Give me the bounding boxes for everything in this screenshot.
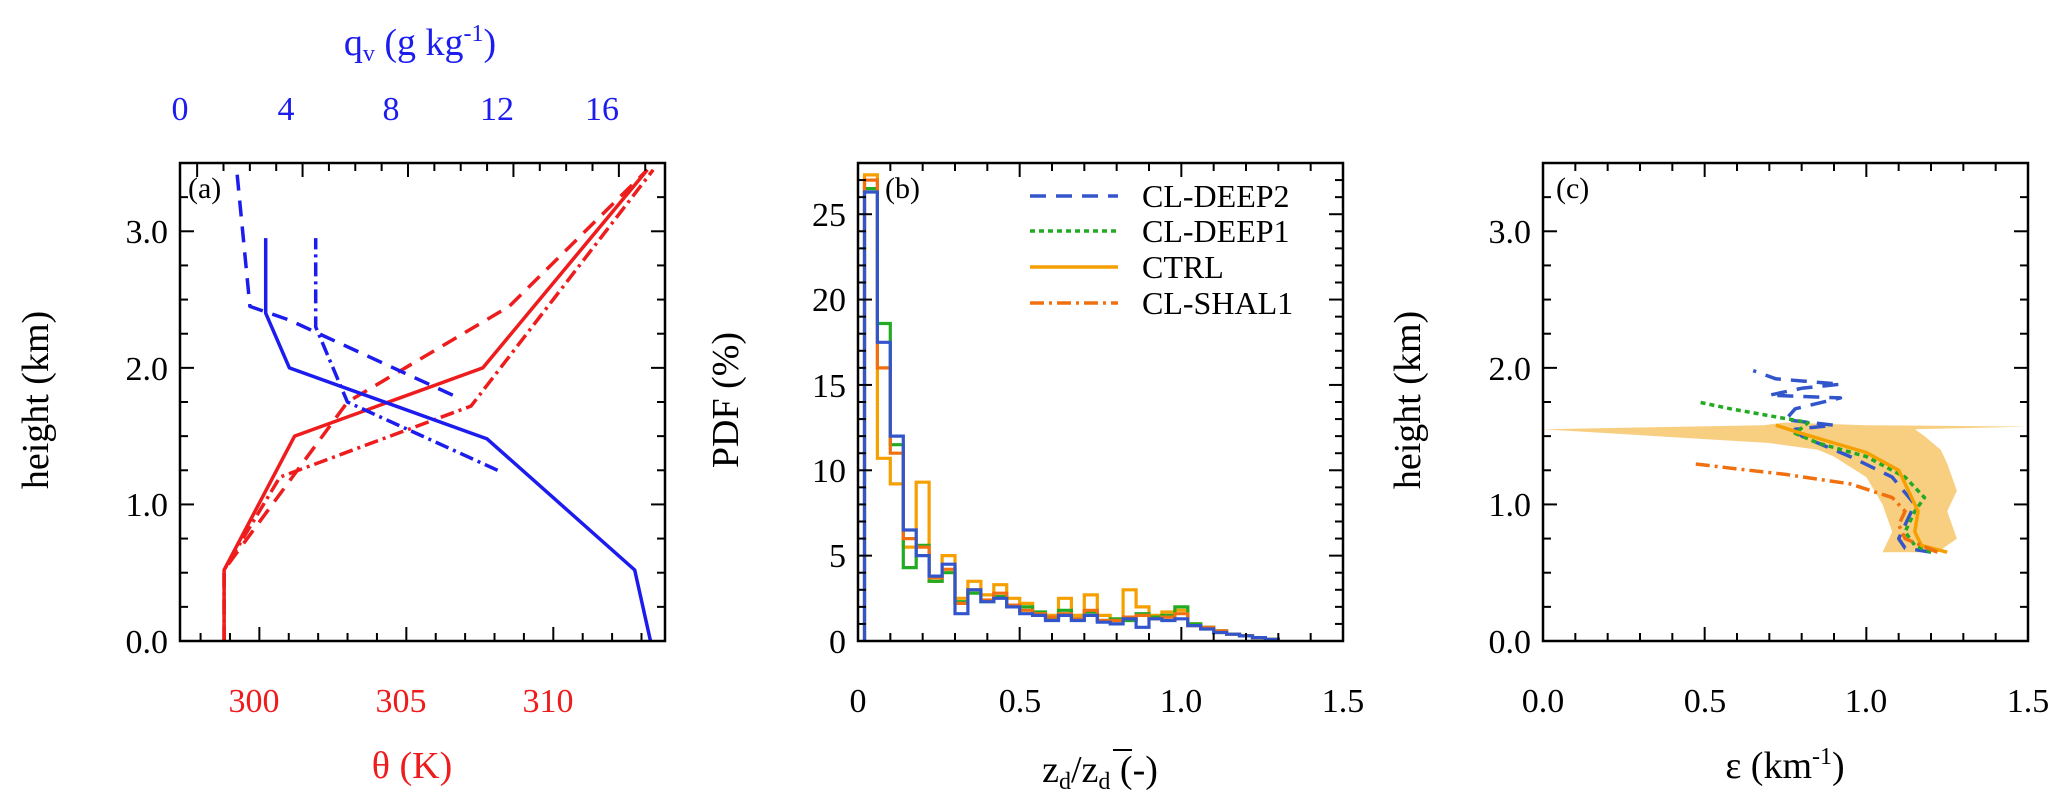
panel-a-xtick-label-top: 8 — [383, 91, 400, 128]
panel-c-line-cl-deep2 — [1752, 368, 1932, 554]
panel-a-xtick-label-bottom: 300 — [229, 683, 280, 720]
panel-b-ytick-label: 15 — [812, 368, 846, 405]
panel-a-line-4 — [234, 169, 454, 397]
panel-c-ytick-label: 1.0 — [1489, 487, 1532, 524]
panel-a-xtick-label-top: 0 — [172, 91, 189, 128]
panel-a-xlabel-top: qv (g kg-1) — [344, 21, 496, 67]
panel-a-ytick-label: 2.0 — [126, 351, 169, 388]
panel-a-xtick-label-bottom: 305 — [376, 683, 427, 720]
panel-a-label: (a) — [188, 172, 221, 205]
panel-c-xtick-label: 1.5 — [2007, 683, 2050, 720]
panel-a-ylabel: height (km) — [15, 311, 57, 489]
panel-a-line-5 — [313, 238, 499, 472]
panel-b-xtick-label: 0 — [850, 683, 867, 720]
panel-a-ytick-label: 1.0 — [126, 487, 169, 524]
panel-b-series — [862, 173, 1280, 641]
panel-a-line-1 — [222, 168, 649, 641]
panel-c: (c) 0.0 1.0 2.0 3.0 0.0 0.5 1.0 1.5 heig… — [1387, 161, 2050, 787]
panel-c-frame — [1541, 161, 2030, 643]
panel-a-series — [222, 168, 655, 642]
panel-b-xlabel: zd/zd (-) — [1042, 749, 1158, 795]
panel-b-xtick-label: 1.0 — [1160, 683, 1203, 720]
panel-a-line-0 — [222, 168, 649, 641]
panel-c-label: (c) — [1556, 172, 1589, 205]
panel-c-ticks — [1542, 162, 2029, 642]
panel-a-ticks — [180, 162, 665, 642]
legend-label-cl-deep1: CL-DEEP1 — [1142, 213, 1290, 249]
panel-b-legend: CL-DEEP2 CL-DEEP1 CTRL CL-SHAL1 — [1030, 178, 1293, 321]
panel-a-xtick-label-bottom: 310 — [523, 683, 574, 720]
panel-a-xtick-label-top: 4 — [278, 91, 295, 128]
panel-c-line-cl-shal1 — [1691, 461, 1939, 554]
panel-a-line-3 — [263, 238, 653, 642]
panel-c-ytick-label: 0.0 — [1489, 624, 1532, 661]
panel-c-line-cl-deep1 — [1697, 400, 1932, 554]
panel-a-ytick-label: 3.0 — [126, 214, 169, 251]
panel-c-ytick-label: 3.0 — [1489, 214, 1532, 251]
panel-c-ylabel: height (km) — [1387, 311, 1429, 489]
panel-c-xtick-label: 1.0 — [1845, 683, 1888, 720]
panel-a-line-2 — [222, 168, 655, 641]
panel-b-ylabel: PDF (%) — [705, 332, 747, 468]
legend-label-cl-deep2: CL-DEEP2 — [1142, 178, 1290, 214]
panel-c-ytick-label: 2.0 — [1489, 351, 1532, 388]
panel-a-xlabel-bottom: θ (K) — [372, 745, 452, 787]
panel-b-ytick-label: 10 — [812, 453, 846, 490]
panel-c-xlabel: ε (km-1) — [1725, 744, 1844, 787]
panel-c-xtick-label: 0.0 — [1522, 683, 1565, 720]
panel-b-xtick-label: 0.5 — [999, 683, 1042, 720]
panel-a-xtick-label-top: 16 — [585, 91, 619, 128]
panel-b-ytick-label: 5 — [829, 538, 846, 575]
panel-a-xtick-label-top: 12 — [480, 91, 514, 128]
panel-c-series — [1543, 368, 2028, 554]
panel-b-ytick-label: 0 — [829, 624, 846, 661]
panel-b: (b) 0 5 10 15 20 25 0 0.5 1.0 1.5 PDF (%… — [705, 161, 1365, 795]
panel-c-line-ctrl — [1775, 423, 1948, 554]
panel-b-histogram-cl-deep2 — [862, 190, 1280, 641]
panel-c-ctrl-spread-band — [1543, 422, 2028, 553]
panel-b-ticks — [857, 163, 1344, 642]
panel-a-ytick-label: 0.0 — [126, 624, 169, 661]
panel-b-xtick-label: 1.5 — [1322, 683, 1365, 720]
legend-label-cl-shal1: CL-SHAL1 — [1142, 285, 1293, 321]
panel-b-label: (b) — [885, 172, 920, 205]
panel-c-xtick-label: 0.5 — [1684, 683, 1727, 720]
panel-b-ytick-label: 25 — [812, 197, 846, 234]
legend-label-ctrl: CTRL — [1142, 249, 1224, 285]
panel-a: (a) 0.0 1.0 2.0 3.0 300 305 310 0 4 8 12… — [15, 21, 667, 787]
panel-b-ytick-label: 20 — [812, 282, 846, 319]
